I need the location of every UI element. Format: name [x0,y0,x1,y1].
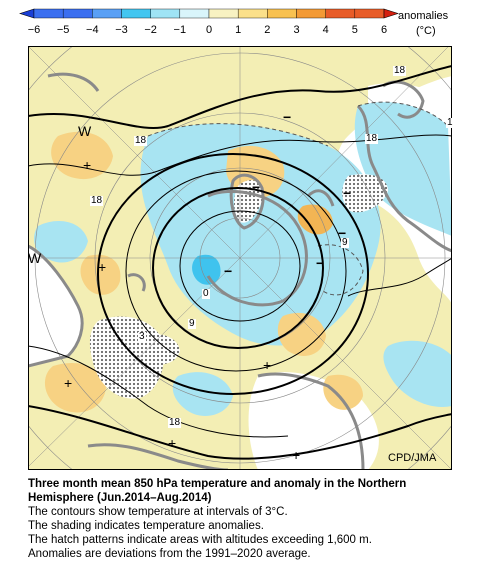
contour-label: 3 [138,331,146,342]
caption-line-hatch: The hatch patterns indicate areas with a… [28,534,372,546]
colorbar-segment [296,8,326,19]
colorbar-tick-label: 1 [235,24,242,36]
credit-label: CPD/JMA [388,452,437,464]
coastlines [28,72,452,470]
contour-label: 1 [446,117,454,128]
colorbar-extend-low [19,8,35,19]
colorbar-tick-label: −4 [86,24,99,36]
anomaly-minus-marker: − [343,185,352,201]
colorbar-tick-label: 0 [205,24,213,36]
colorbar-tick-label: −1 [173,24,187,36]
colorbar-tick-label: −5 [56,24,70,36]
anomaly-plus-marker: + [292,447,301,463]
legend-unit: (°C) [416,25,436,37]
anomaly-minus-marker: − [316,255,325,271]
colorbar-tick-label: 5 [351,24,358,36]
colorbar-segment [150,8,181,19]
contour-label: 0 [202,288,210,299]
caption-line-contours: The contours show temperature at interva… [28,506,288,518]
colorbar-tick-label: 6 [380,24,388,36]
contour-label: 18 [365,133,379,144]
polar-stereographic-map: 18 18 18 18 9 9 3 0 18 1 + + + + + + − − − − − − W W [28,46,454,470]
colorbar-tick-label: −6 [27,24,41,36]
anomaly-minus-marker: − [224,263,233,279]
colorbar-segment [208,8,239,19]
colorbar-segment [267,8,297,19]
colorbar-segment [325,8,356,19]
colorbar-segment [354,8,385,19]
anomaly-minus-marker: − [338,225,347,241]
contour-label: 18 [393,65,407,76]
colorbar-segment [33,8,64,19]
contour-label: 18 [134,135,148,146]
anomaly-plus-marker: + [64,375,73,391]
caption-line-anomalies: Anomalies are deviations from the 1991–2… [28,548,311,560]
caption-title: Three month mean 850 hPa temperature and… [28,478,407,504]
caption-line-shading: The shading indicates temperature anomal… [28,520,264,532]
contour-label: 18 [90,195,104,206]
anomaly-plus-marker: + [263,357,272,373]
figure-caption: Three month mean 850 hPa temperature and… [28,477,468,561]
colorbar-tick-label: 3 [293,24,300,36]
anomaly-minus-marker: − [252,179,261,195]
anomaly-colorbar [19,8,399,19]
legend-title: anomalies [398,10,449,22]
colorbar-tick-label: −3 [115,24,128,36]
colorbar-segment [92,8,122,19]
warm-center-label: W [78,123,92,139]
colorbar-segment [237,8,268,19]
map-frame [28,46,452,470]
warm-center-label: W [28,250,42,266]
colorbar-extend-high [383,8,399,19]
colorbar-tick-label: 2 [264,24,271,36]
anomaly-plus-marker: + [98,259,107,275]
colorbar-tick-label: −2 [144,24,157,36]
contour-label: 18 [168,417,182,428]
temperature-contours [28,65,452,460]
colorbar-segment [62,8,93,19]
colorbar-segment [121,8,151,19]
anomaly-plus-marker: + [83,157,92,173]
anomaly-legend: −6 −5 −4 −3 −2 −1 0 1 2 3 4 5 6 anomalies (°C) [0,0,480,44]
contour-label: 9 [188,318,196,329]
dashed-outlines [147,101,449,296]
anomaly-minus-marker: − [283,109,292,125]
colorbar-tick-label: 4 [322,24,329,36]
contour-label: 9 [341,237,349,248]
colorbar-segment [179,8,210,19]
warm-anomaly-shading [44,131,363,413]
anomaly-plus-marker: + [168,435,177,451]
